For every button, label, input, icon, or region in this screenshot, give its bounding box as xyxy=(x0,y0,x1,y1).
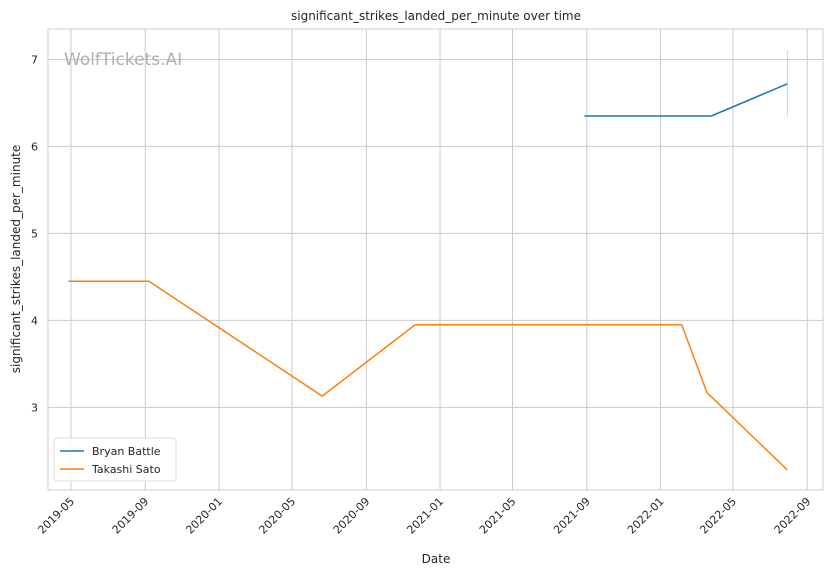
y-tick-label: 3 xyxy=(31,401,38,414)
legend-box xyxy=(53,437,177,482)
y-axis-label: significant_strikes_landed_per_minute xyxy=(9,145,23,374)
chart-title: significant_strikes_landed_per_minute ov… xyxy=(291,9,581,23)
y-tick-label: 4 xyxy=(31,314,38,327)
plot-frame xyxy=(47,28,824,491)
legend-label: Takashi Sato xyxy=(91,463,161,476)
y-tick-label: 7 xyxy=(31,53,38,66)
series-line-takashi-sato xyxy=(68,280,788,471)
y-tick-label: 5 xyxy=(31,227,38,240)
legend: Bryan Battle Takashi Sato xyxy=(53,437,177,482)
y-tick-labels: 3 4 5 6 7 xyxy=(31,53,38,414)
series-line-bryan-battle xyxy=(584,83,788,117)
watermark: WolfTickets.AI xyxy=(64,50,182,70)
legend-label: Bryan Battle xyxy=(92,445,161,458)
series-layer xyxy=(68,50,788,471)
grid xyxy=(48,29,823,490)
y-tick-label: 6 xyxy=(31,140,38,153)
x-axis-label: Date xyxy=(422,552,451,566)
